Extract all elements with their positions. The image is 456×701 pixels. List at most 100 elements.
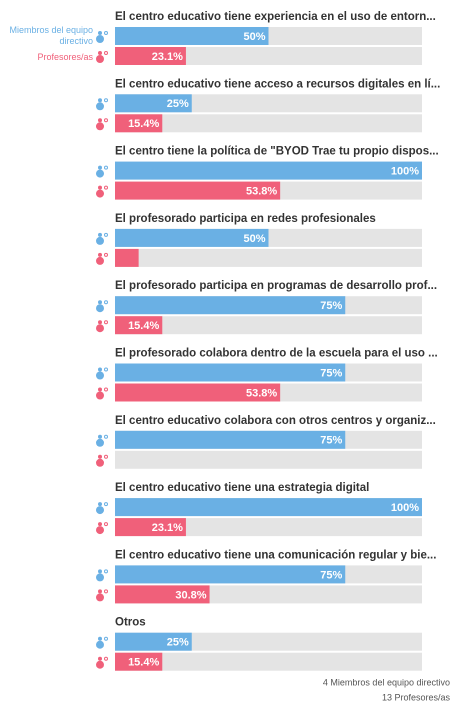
value-label: 100% [391, 502, 419, 514]
category-label: El profesorado colabora dentro de la esc… [115, 348, 438, 360]
person-icon [98, 118, 102, 123]
person-icon [98, 569, 102, 574]
person-icon [96, 506, 104, 515]
value-label: 50% [243, 31, 265, 43]
person-icon [96, 55, 104, 63]
value-label: 75% [320, 435, 342, 447]
bar [115, 181, 281, 200]
person-icon [98, 185, 102, 190]
person-icon [104, 185, 108, 190]
bar [115, 161, 422, 180]
person-icon [96, 304, 104, 313]
bar [115, 652, 163, 671]
category-label: El centro educativo colabora con otros c… [115, 415, 436, 427]
person-icon [104, 569, 108, 574]
value-label: 15.4% [128, 118, 159, 130]
person-icon [104, 656, 108, 661]
person-icon [96, 458, 104, 467]
category-label: El centro tiene la política de "BYOD Tra… [115, 146, 439, 158]
person-icon [98, 589, 102, 594]
person-icon [98, 320, 102, 325]
person-icon [104, 522, 108, 527]
bar [115, 248, 139, 267]
legend-entry: Miembros del equipo directivo [9, 25, 93, 46]
person-icon [104, 232, 108, 237]
value-label: 100% [391, 166, 419, 178]
person-icon [98, 522, 102, 527]
bar [115, 498, 422, 517]
person-icon [96, 236, 104, 245]
person-icon [104, 387, 108, 392]
bar-track [115, 248, 422, 267]
person-icon [96, 122, 104, 131]
person-icon [104, 454, 108, 459]
bar-track [115, 518, 422, 537]
person-icon [96, 189, 104, 198]
value-label: 25% [167, 637, 189, 649]
category-label: Otros [115, 617, 146, 629]
bar-track [115, 114, 422, 133]
bar-track [115, 652, 422, 671]
person-icon [104, 51, 108, 55]
person-icon [104, 320, 108, 325]
bar-track [115, 450, 422, 469]
footer-note: 13 Profesores/as [382, 692, 451, 701]
person-icon [98, 434, 102, 439]
person-icon [104, 118, 108, 123]
bar [115, 430, 346, 449]
person-icon [96, 256, 104, 265]
category-label: El centro educativo tiene una comunicaci… [115, 549, 436, 561]
category-label: El centro educativo tiene una estrategia… [115, 482, 369, 494]
person-icon [98, 656, 102, 661]
bar [115, 518, 186, 537]
person-icon [98, 502, 102, 507]
value-label: 25% [167, 98, 189, 110]
person-icon [96, 640, 104, 649]
person-icon [104, 589, 108, 594]
person-icon [104, 252, 108, 257]
person-icon [98, 367, 102, 372]
value-label: 30.8% [175, 589, 206, 601]
value-label: 53.8% [246, 186, 277, 198]
person-icon [98, 252, 102, 257]
bar [115, 363, 346, 382]
person-icon [104, 31, 108, 35]
bar-track [115, 316, 422, 335]
person-icon [96, 324, 104, 333]
category-label: El centro educativo tiene acceso a recur… [115, 78, 440, 90]
person-icon [96, 526, 104, 535]
person-icon [98, 454, 102, 459]
person-icon [98, 300, 102, 305]
person-icon [98, 98, 102, 103]
person-icon [104, 636, 108, 641]
value-label: 15.4% [128, 320, 159, 332]
value-label: 50% [243, 233, 265, 245]
bar [115, 316, 163, 335]
bar [115, 228, 269, 247]
person-icon [96, 660, 104, 669]
person-icon [96, 438, 104, 447]
person-icon [98, 387, 102, 392]
person-icon [104, 367, 108, 372]
value-label: 23.1% [152, 51, 183, 63]
person-icon [98, 51, 102, 55]
person-icon [98, 165, 102, 170]
person-icon [96, 391, 104, 400]
bar [115, 47, 186, 65]
person-icon [104, 434, 108, 439]
person-icon [104, 300, 108, 305]
value-label: 53.8% [246, 387, 277, 399]
bar [115, 114, 163, 133]
person-icon [104, 165, 108, 170]
person-icon [104, 502, 108, 507]
footer-note: 4 Miembros del equipo directivo [323, 677, 450, 687]
value-label: 75% [320, 569, 342, 581]
legend-entry: Profesores/as [37, 52, 93, 62]
person-icon [96, 371, 104, 380]
bar [115, 632, 192, 651]
person-icon [96, 102, 104, 111]
person-icon [96, 35, 104, 43]
bar [115, 565, 346, 584]
value-label: 75% [320, 367, 342, 379]
